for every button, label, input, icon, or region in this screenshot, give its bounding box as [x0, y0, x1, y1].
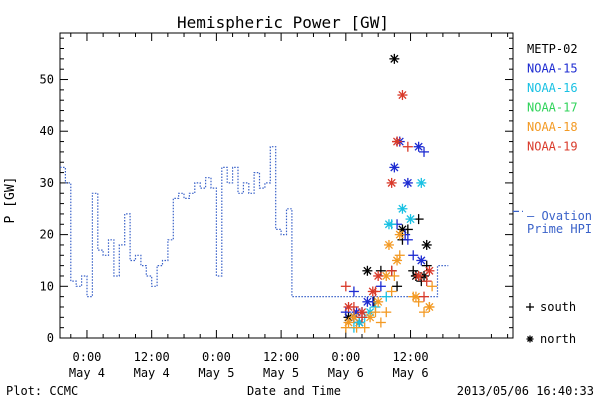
legend-entry: NOAA-16 [527, 81, 578, 95]
south-marker [386, 286, 397, 297]
south-marker [381, 291, 392, 302]
north-marker [397, 90, 408, 101]
legend: METP-02 NOAA-15 NOAA-16 NOAA-17 NOAA-18 NOAA-… [527, 42, 578, 154]
x-tick-time-label: 0:00 [73, 350, 102, 364]
ovation-series-line [60, 146, 449, 298]
x-tick-date-label: May 5 [198, 366, 234, 380]
north-marker [389, 162, 400, 173]
x-tick-date-label: May 6 [328, 366, 364, 380]
north-marker [386, 177, 397, 188]
south-marker [421, 276, 432, 287]
north-marker [343, 317, 354, 328]
north-marker [413, 270, 424, 281]
y-axis-label: P [GW] [3, 177, 18, 224]
north-marker [424, 265, 435, 276]
north-marker [373, 270, 384, 281]
north-marker [357, 307, 367, 318]
data-markers [340, 53, 438, 333]
south-marker [375, 281, 386, 292]
north-marker [362, 265, 373, 276]
x-tick-time-label: 0:00 [202, 350, 231, 364]
north-marker [383, 219, 394, 230]
plot-timestamp: 2013/05/06 16:40:33 [457, 384, 594, 398]
south-marker [419, 146, 430, 157]
x-axis: 0:00 May 4 12:00 May 4 0:00 May 5 12:00 May 5 0:… [69, 33, 509, 380]
legend-entry: NOAA-19 [527, 140, 578, 154]
ovation-legend-label-1: — Ovation [527, 209, 592, 223]
north-marker [413, 141, 424, 152]
x-tick-date-label: May 5 [263, 366, 299, 380]
south-marker [419, 307, 430, 318]
north-marker [373, 296, 384, 307]
north-marker [343, 301, 354, 312]
south-marker [375, 317, 386, 328]
marker-legend: south north [526, 300, 576, 346]
ovation-legend-label-2: Prime HPI [527, 222, 592, 236]
south-marker [359, 322, 370, 333]
south-marker [370, 307, 381, 318]
north-marker [405, 214, 416, 225]
north-marker [424, 301, 435, 312]
y-tick-label: 50 [40, 73, 54, 87]
x-tick-time-label: 12:00 [392, 350, 428, 364]
south-marker [408, 250, 419, 261]
marker-legend-north-label: north [540, 332, 576, 346]
y-tick-label: 30 [40, 176, 54, 190]
north-marker [367, 286, 378, 297]
x-tick-time-label: 12:00 [134, 350, 170, 364]
x-tick-date-label: May 6 [392, 366, 428, 380]
x-tick-date-label: May 4 [69, 366, 105, 380]
marker-legend-north-symbol [526, 335, 534, 343]
y-tick-label: 40 [40, 124, 54, 138]
south-marker [381, 307, 392, 318]
south-symbol [526, 303, 534, 311]
footer-credit: Plot: CCMC [6, 384, 78, 398]
south-marker [427, 281, 438, 292]
north-marker [389, 53, 400, 64]
legend-entry: NOAA-15 [527, 62, 578, 76]
south-marker [340, 281, 351, 292]
north-marker [362, 296, 373, 307]
north-symbol [526, 335, 534, 343]
north-marker [394, 229, 405, 240]
plot-frame [59, 32, 514, 339]
y-tick-label: 10 [40, 279, 54, 293]
north-marker [410, 291, 421, 302]
legend-entry: NOAA-17 [527, 101, 578, 115]
north-marker [416, 255, 427, 266]
south-marker [419, 291, 430, 302]
north-marker [402, 177, 413, 188]
x-tick-date-label: May 4 [134, 366, 170, 380]
chart-title: Hemispheric Power [GW] [177, 13, 389, 32]
north-marker [392, 255, 403, 266]
x-tick-time-label: 0:00 [331, 350, 360, 364]
north-marker [416, 177, 427, 188]
y-axis: 0 10 20 30 40 50 [40, 37, 513, 345]
south-marker [392, 281, 403, 292]
north-marker [421, 239, 432, 250]
legend-entry: NOAA-18 [527, 120, 578, 134]
legend-entry: METP-02 [527, 42, 578, 56]
x-tick-time-label: 12:00 [263, 350, 299, 364]
y-tick-label: 20 [40, 228, 54, 242]
x-axis-label: Date and Time [247, 384, 341, 398]
y-tick-label: 0 [47, 331, 54, 345]
marker-legend-south-label: south [540, 300, 576, 314]
north-marker [397, 203, 408, 214]
south-marker [402, 141, 413, 152]
marker-legend-south-symbol [526, 303, 534, 311]
north-marker [383, 239, 394, 250]
north-marker [392, 136, 403, 147]
south-marker [348, 286, 359, 297]
south-marker [386, 265, 397, 276]
south-marker [402, 234, 413, 245]
